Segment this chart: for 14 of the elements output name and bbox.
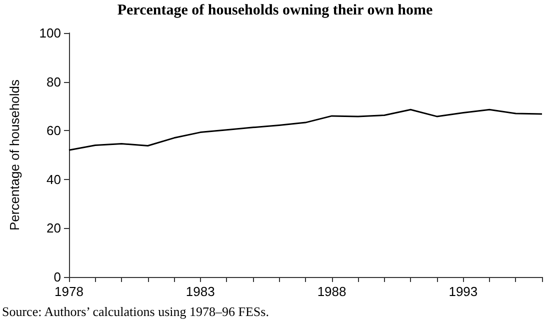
x-tick-label: 1983 bbox=[186, 284, 215, 299]
chart-title: Percentage of households owning their own home bbox=[117, 2, 433, 18]
source-note: Source: Authors’ calculations using 1978–96 FESs. bbox=[2, 304, 269, 320]
y-tick-label: 60 bbox=[46, 123, 61, 138]
y-tick-label: 40 bbox=[46, 172, 61, 187]
x-tick-label: 1988 bbox=[317, 284, 346, 299]
y-axis-title: Percentage of households bbox=[7, 78, 22, 231]
y-tick-label: 20 bbox=[46, 220, 61, 236]
y-tick-label: 80 bbox=[46, 74, 61, 90]
x-tick-label: 1993 bbox=[448, 284, 478, 299]
line-series bbox=[68, 108, 543, 151]
x-tick-label: 1978 bbox=[54, 284, 84, 299]
y-tick-label: 0 bbox=[54, 270, 61, 284]
y-tick-label: 100 bbox=[39, 26, 61, 40]
